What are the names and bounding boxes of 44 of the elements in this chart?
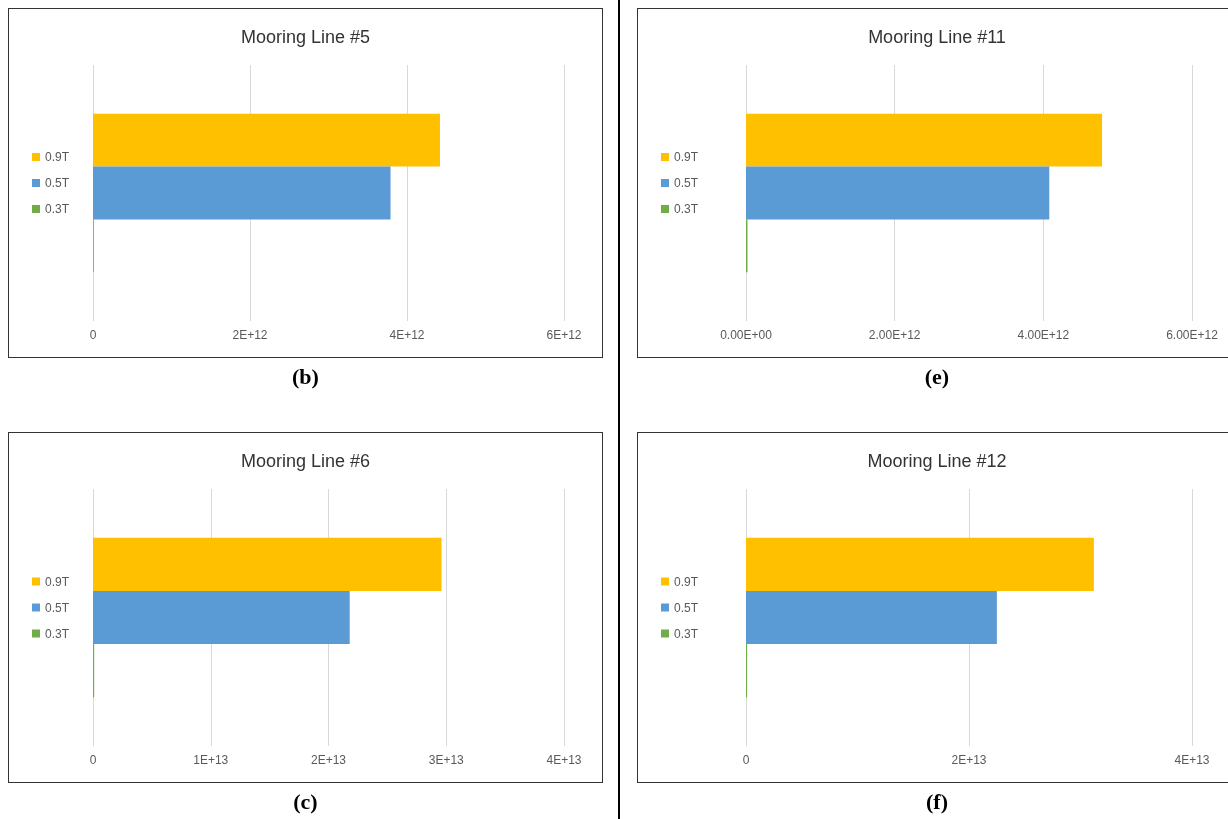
legend-label: 0.3T [674, 626, 699, 641]
bar [93, 166, 391, 220]
legend-label: 0.9T [45, 150, 70, 164]
legend-label: 0.5T [674, 600, 699, 615]
legend-label: 0.3T [45, 626, 70, 641]
x-tick-label: 0 [89, 753, 97, 767]
legend-label: 0.3T [674, 202, 699, 216]
bar [746, 166, 1050, 220]
legend-label: 0.9T [45, 574, 70, 589]
x-tick-label: 4E+13 [1174, 753, 1210, 767]
chart-title: Mooring Line #12 [867, 451, 1007, 471]
x-tick-label: 0.00E+00 [720, 328, 773, 342]
chart-title: Mooring Line #6 [240, 451, 371, 471]
text: (b) [291, 364, 320, 390]
legend-label: 0.9T [674, 574, 699, 589]
x-tick-label: 2E+13 [310, 753, 347, 767]
bar [93, 537, 442, 591]
text: (f) [925, 789, 949, 815]
x-tick-label: 1E+13 [193, 753, 229, 767]
bar [93, 590, 350, 645]
x-tick-label: 0 [89, 328, 97, 342]
legend-label: 0.3T [45, 202, 70, 216]
bar [746, 590, 997, 645]
chart-title: Mooring Line #11 [868, 27, 1006, 47]
legend-label: 0.5T [45, 176, 70, 190]
x-tick-label: 4.00E+12 [1017, 328, 1070, 342]
text: (c) [292, 789, 319, 815]
x-tick-label: 2.00E+12 [868, 328, 921, 342]
x-tick-label: 4E+12 [389, 328, 425, 342]
bar [746, 113, 1103, 167]
legend-label: 0.9T [674, 150, 699, 164]
text: (e) [923, 364, 951, 390]
bar [746, 537, 1094, 591]
x-tick-label: 2E+12 [232, 328, 268, 342]
x-tick-label: 4E+13 [546, 753, 582, 767]
bar [93, 113, 440, 167]
x-tick-label: 3E+13 [428, 753, 465, 767]
x-tick-label: 2E+13 [951, 753, 987, 767]
legend-label: 0.5T [45, 600, 70, 615]
x-tick-label: 6E+12 [546, 328, 582, 342]
legend-label: 0.5T [674, 176, 699, 190]
x-tick-label: 0 [742, 753, 750, 767]
chart-title: Mooring Line #5 [240, 27, 371, 47]
x-tick-label: 6.00E+12 [1166, 328, 1219, 342]
